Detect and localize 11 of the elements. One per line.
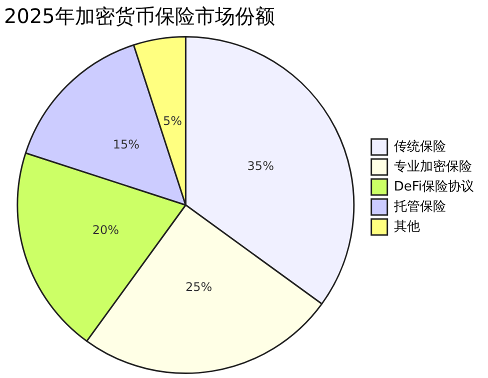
legend-label: 其他 [394,219,420,234]
legend-label: 托管保险 [392,199,446,214]
data-label: 15% [112,138,140,152]
chart-title: 2025年加密货币保险市场份额 [4,4,275,28]
data-label: 5% [162,114,182,128]
data-label: 20% [92,223,119,238]
legend-label: 专业加密保险 [394,159,472,174]
legend-label: DeFi保险协议 [394,179,474,194]
data-label: 35% [247,158,274,173]
legend-label: 传统保险 [394,139,446,154]
data-label: 25% [186,280,212,294]
